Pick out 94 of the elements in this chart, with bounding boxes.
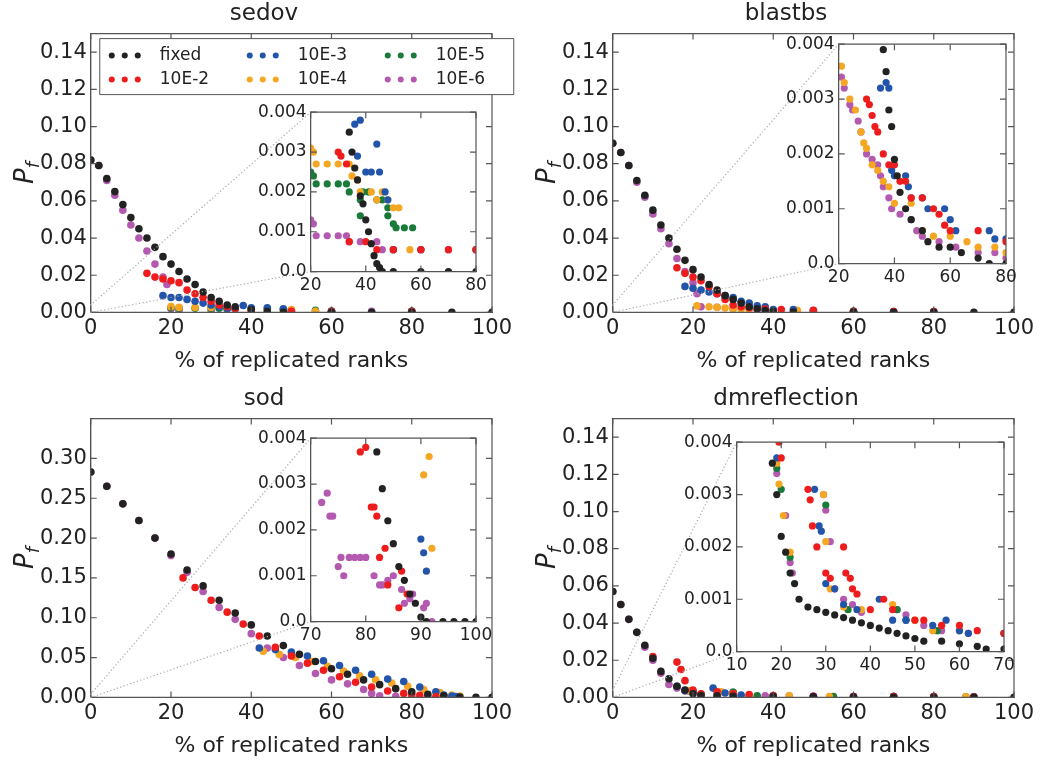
x-tick-label: 80 <box>354 624 377 645</box>
x-axis-title: % of replicated ranks <box>174 346 409 372</box>
y-tick-label: 0.08 <box>39 150 87 175</box>
x-tick-label: 40 <box>859 654 882 675</box>
x-axis-title: % of replicated ranks <box>696 346 931 372</box>
x-tick-label: 60 <box>410 274 432 295</box>
y-tick-label: 0.08 <box>561 150 609 175</box>
x-tick-label: 60 <box>840 700 867 725</box>
x-axis-title: % of replicated ranks <box>696 731 931 757</box>
y-tick-label: 0.004 <box>258 100 307 121</box>
x-tick-label: 40 <box>354 274 377 295</box>
x-tick-label: 100 <box>471 315 513 340</box>
y-tick-label: 0.06 <box>39 187 87 212</box>
x-tick-label: 90 <box>410 624 432 645</box>
x-tick-label: 20 <box>157 315 185 340</box>
y-tick-label: 0.14 <box>561 38 609 63</box>
x-tick-label: 0 <box>606 700 620 725</box>
y-tick-label: 0.001 <box>258 220 307 241</box>
legend-label: 10E-2 <box>159 68 210 89</box>
chart-title: blastbs <box>744 0 828 25</box>
y-tick-label: 0.04 <box>39 224 87 249</box>
y-tick-label: 0.06 <box>561 187 609 212</box>
y-tick-label: 0.001 <box>786 197 835 218</box>
y-tick-label: 0.30 <box>39 444 87 469</box>
x-tick-label: 100 <box>993 315 1035 340</box>
y-tick-label: 0.02 <box>561 261 609 286</box>
x-tick-label: 60 <box>948 654 971 675</box>
x-tick-label: 40 <box>759 700 787 725</box>
y-tick-label: 0.04 <box>561 224 609 249</box>
x-tick-label: 60 <box>318 700 345 725</box>
x-tick-label: 80 <box>465 274 487 295</box>
y-tick-label: 0.06 <box>561 572 609 597</box>
y-tick-label: 0.10 <box>39 604 87 629</box>
x-tick-label: 70 <box>993 654 1015 675</box>
y-tick-label: 0.004 <box>684 430 733 451</box>
y-tick-label: 0.003 <box>786 87 835 108</box>
x-tick-label: 80 <box>920 315 948 340</box>
legend-label: 10E-6 <box>435 68 486 89</box>
x-tick-label: 80 <box>398 700 426 725</box>
x-tick-label: 20 <box>157 700 185 725</box>
y-tick-label: 0.003 <box>684 482 733 503</box>
y-tick-label: 0.10 <box>561 112 609 137</box>
x-tick-label: 40 <box>883 266 906 287</box>
x-tick-label: 40 <box>237 700 265 725</box>
y-tick-label: 0.001 <box>684 587 733 608</box>
x-tick-label: 60 <box>840 315 867 340</box>
y-tick-label: 0.002 <box>258 518 307 539</box>
chart-title: sedov <box>229 0 299 25</box>
x-tick-label: 100 <box>459 624 493 645</box>
x-tick-label: 100 <box>993 700 1035 725</box>
y-tick-label: 0.002 <box>786 142 835 163</box>
y-tick-label: 0.002 <box>684 535 733 556</box>
x-tick-label: 0 <box>84 700 98 725</box>
x-tick-label: 100 <box>471 700 513 725</box>
y-tick-label: 0.004 <box>786 32 835 53</box>
chart-title: sod <box>243 383 285 410</box>
y-tick-label: 0.02 <box>39 261 87 286</box>
y-tick-label: 0.10 <box>39 112 87 137</box>
y-tick-label: 0.10 <box>561 497 609 522</box>
x-tick-label: 60 <box>939 266 962 287</box>
y-tick-label: 0.04 <box>561 609 609 634</box>
legend-label: 10E-3 <box>297 44 348 65</box>
x-tick-label: 40 <box>759 315 787 340</box>
legend-label: fixed <box>159 44 202 65</box>
legend-label: 10E-4 <box>297 68 348 89</box>
y-tick-label: 0.003 <box>258 140 307 161</box>
x-tick-label: 50 <box>904 654 926 675</box>
chart-title: dmreflection <box>713 383 859 410</box>
x-tick-label: 40 <box>237 315 265 340</box>
y-tick-label: 0.12 <box>561 75 609 100</box>
x-tick-label: 20 <box>679 700 707 725</box>
x-tick-label: 30 <box>814 654 837 675</box>
y-tick-label: 0.14 <box>561 423 609 448</box>
y-tick-label: 0.14 <box>39 38 87 63</box>
x-tick-label: 80 <box>398 315 426 340</box>
y-tick-label: 0.05 <box>39 644 87 669</box>
x-axis-title: % of replicated ranks <box>174 731 409 757</box>
y-tick-label: 0.001 <box>258 564 307 585</box>
y-tick-label: 0.08 <box>561 535 609 560</box>
x-tick-label: 80 <box>920 700 948 725</box>
y-tick-label: 0.25 <box>39 484 87 509</box>
legend-label: 10E-5 <box>435 44 486 65</box>
y-tick-label: 0.12 <box>561 460 609 485</box>
y-tick-label: 0.003 <box>258 472 307 493</box>
y-tick-label: 0.12 <box>39 75 87 100</box>
x-tick-label: 20 <box>679 315 707 340</box>
x-tick-label: 60 <box>318 315 345 340</box>
y-tick-label: 0.004 <box>258 426 307 447</box>
y-tick-label: 0.02 <box>561 646 609 671</box>
x-tick-label: 0 <box>84 315 98 340</box>
y-tick-label: 0.002 <box>258 180 307 201</box>
x-tick-label: 0 <box>606 315 620 340</box>
x-tick-label: 20 <box>770 654 793 675</box>
x-tick-label: 80 <box>995 266 1017 287</box>
